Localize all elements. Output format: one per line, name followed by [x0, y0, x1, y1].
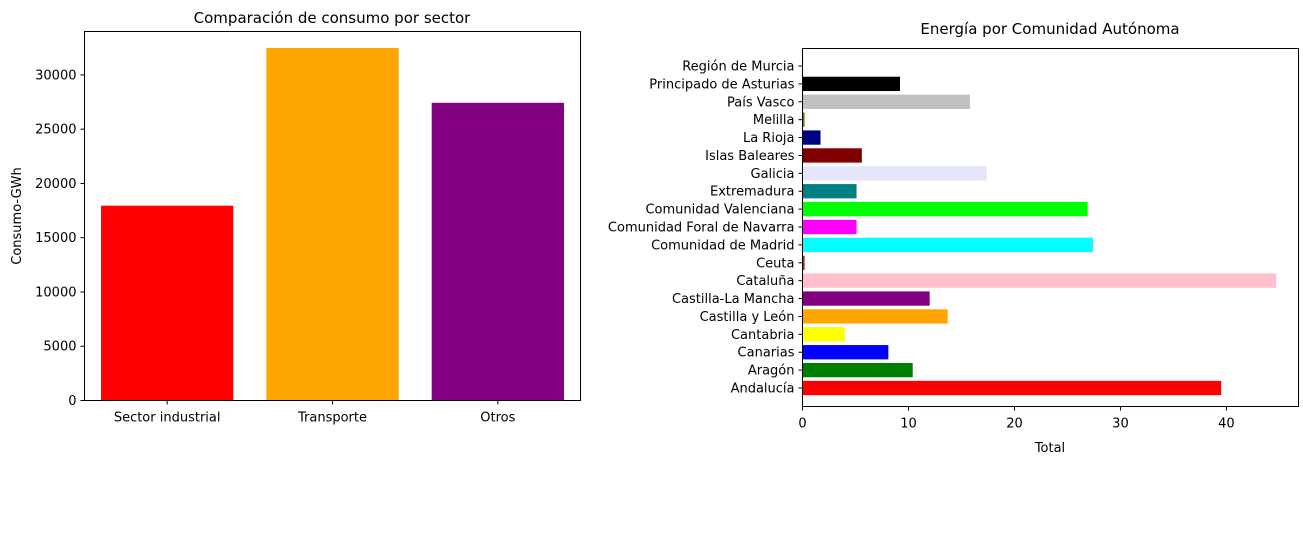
bar-pais-vasco — [802, 94, 970, 109]
x-tick-label: 0 — [798, 417, 806, 432]
bar-islas-baleares — [802, 148, 862, 163]
sector-consumption-chart: Comparación de consumo por sector Consum… — [10, 9, 581, 426]
right-plot-frame — [802, 48, 1299, 407]
y-tick-label: Cantabria — [731, 328, 795, 343]
x-tick-label: 10 — [900, 417, 917, 432]
y-tick-label: Principado de Asturias — [649, 77, 794, 92]
bar-melilla — [802, 112, 805, 127]
y-tick-label: Aragón — [748, 364, 795, 379]
bar-galicia — [802, 166, 987, 181]
bar-cataluna — [802, 273, 1277, 288]
y-tick-label: País Vasco — [727, 95, 795, 110]
y-tick-label: 25000 — [35, 123, 76, 138]
y-tick-label: 15000 — [35, 231, 76, 246]
x-tick-label: 20 — [1006, 417, 1023, 432]
left-chart-title: Comparación de consumo por sector — [194, 9, 472, 27]
x-tick-label: 30 — [1112, 417, 1129, 432]
y-tick-label: Ceuta — [756, 256, 794, 271]
y-tick-label: 5000 — [43, 340, 76, 355]
y-tick-label: Castilla-La Mancha — [672, 292, 795, 307]
y-tick-label: Andalucía — [731, 382, 795, 397]
bar-comunidad-foral-de-navarra — [802, 219, 857, 235]
bar-andalucia — [802, 380, 1222, 396]
y-tick-label: La Rioja — [743, 131, 795, 146]
y-tick-label: Cataluña — [736, 274, 794, 289]
y-tick-label: Extremadura — [710, 185, 795, 200]
x-tick-label: Sector industrial — [114, 411, 221, 426]
bar-comunidad-de-madrid — [802, 237, 1093, 253]
bar-castilla-la-mancha — [802, 291, 930, 306]
bar-la-rioja — [802, 130, 821, 145]
right-x-axis-label: Total — [1034, 441, 1065, 456]
y-tick-label: 20000 — [35, 177, 76, 192]
bar-extremadura — [802, 184, 857, 199]
y-tick-label: Comunidad Foral de Navarra — [608, 221, 795, 236]
bar-canarias — [802, 345, 889, 360]
bar-castilla-y-leon — [802, 309, 948, 324]
y-tick-label: Galicia — [751, 167, 795, 182]
x-tick-label: 40 — [1218, 417, 1235, 432]
bar-comunidad-valenciana — [802, 201, 1088, 217]
x-tick-label: Transporte — [297, 411, 367, 426]
bar-principado-de-asturias — [802, 76, 901, 92]
y-tick-label: Canarias — [738, 346, 795, 361]
bar-otros — [431, 102, 564, 401]
y-tick-label: 10000 — [35, 285, 76, 300]
left-y-axis-label: Consumo-GWh — [10, 167, 25, 264]
community-energy-chart: Energía por Comunidad Autónoma Total And… — [608, 20, 1299, 456]
bar-sector-industrial — [101, 205, 234, 401]
y-tick-label: Comunidad Valenciana — [645, 203, 794, 218]
y-tick-label: Islas Baleares — [705, 149, 795, 164]
bar-ceuta — [802, 255, 805, 270]
bar-aragon — [802, 362, 913, 378]
left-plot-frame — [84, 31, 581, 401]
y-tick-label: 0 — [68, 394, 76, 409]
y-tick-label: Melilla — [753, 113, 795, 128]
bar-cantabria — [802, 327, 845, 342]
y-tick-label: Región de Murcia — [682, 60, 794, 75]
x-tick-label: Otros — [480, 411, 515, 426]
y-tick-label: 30000 — [35, 68, 76, 83]
y-tick-label: Comunidad de Madrid — [651, 238, 794, 253]
bar-transporte — [266, 47, 399, 401]
right-chart-title: Energía por Comunidad Autónoma — [920, 20, 1179, 38]
y-tick-label: Castilla y León — [700, 310, 795, 325]
